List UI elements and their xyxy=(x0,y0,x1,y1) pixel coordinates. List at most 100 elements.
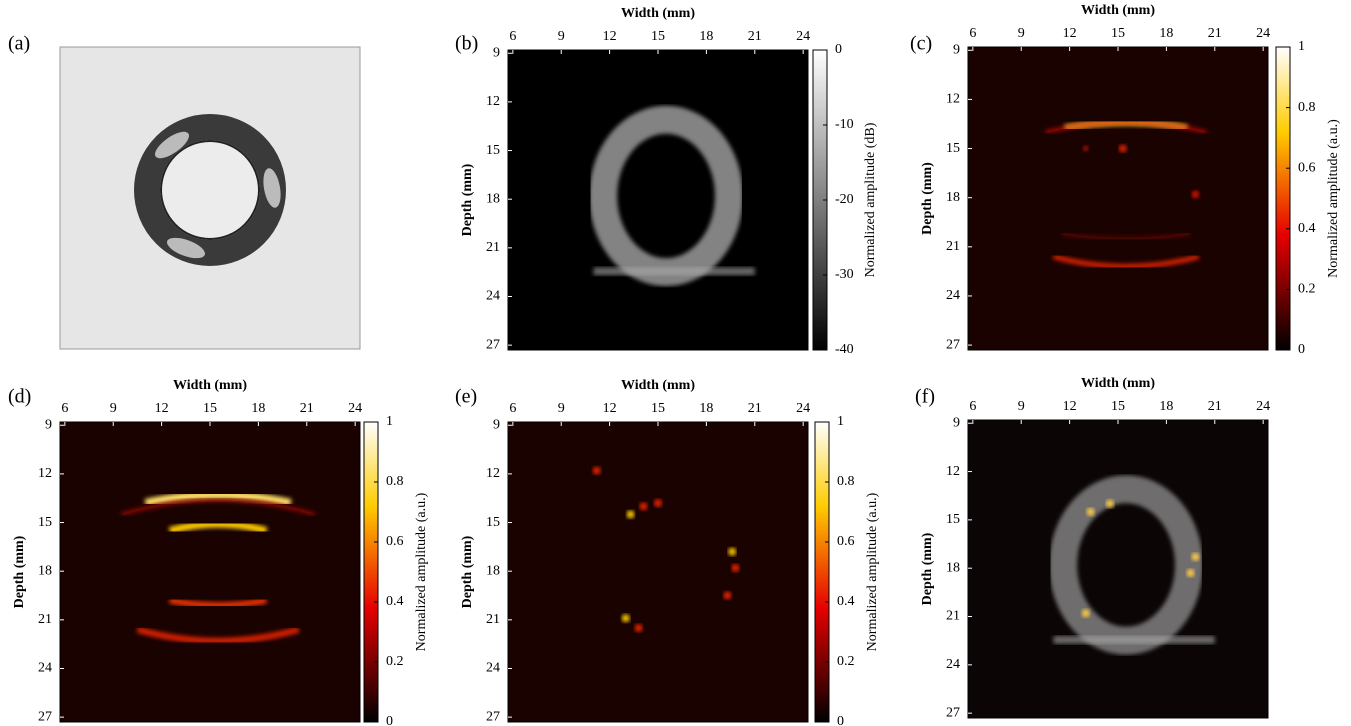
image-dot xyxy=(728,547,737,556)
image xyxy=(968,47,1268,350)
x-tick-label: 12 xyxy=(1063,399,1077,414)
x-tick-label: 21 xyxy=(300,401,314,416)
y-tick-label: 18 xyxy=(486,563,500,578)
image-band xyxy=(1053,635,1215,644)
y-tick-label: 18 xyxy=(946,560,960,575)
colorbar-tick-label: 0 xyxy=(837,714,844,726)
x-tick-label: 24 xyxy=(1256,26,1270,41)
y-tick-label: 15 xyxy=(486,515,500,530)
x-tick-label: 12 xyxy=(603,29,617,44)
image-arc xyxy=(1045,120,1208,134)
colorbar-tick-label: 0.8 xyxy=(837,474,855,489)
image-dot xyxy=(731,563,740,572)
y-tick-label: 18 xyxy=(946,190,960,205)
colorbar-tick-label: -10 xyxy=(835,117,854,132)
image-dot xyxy=(1086,507,1095,516)
x-tick-label: 12 xyxy=(603,401,617,416)
y-axis-label: Depth (mm) xyxy=(12,535,27,608)
image-arc xyxy=(1061,232,1191,241)
image xyxy=(508,422,808,722)
y-tick-label: 21 xyxy=(946,239,960,254)
colorbar-label: Normalized amplitude (a.u.) xyxy=(865,492,880,651)
y-tick-label: 18 xyxy=(38,563,52,578)
colorbar xyxy=(1275,46,1291,351)
y-tick-label: 12 xyxy=(486,466,500,481)
colorbar-tick-label: 0.2 xyxy=(837,654,855,669)
y-tick-label: 27 xyxy=(486,337,500,352)
colorbar-label: Normalized amplitude (a.u.) xyxy=(414,492,429,651)
x-tick-label: 24 xyxy=(796,401,810,416)
y-tick-label: 15 xyxy=(486,143,500,158)
x-tick-label: 12 xyxy=(1063,26,1077,41)
colorbar-tick-label: 0.8 xyxy=(386,474,404,489)
image-content xyxy=(1049,475,1215,655)
image-dot xyxy=(1105,499,1114,508)
image-dot xyxy=(1082,145,1089,152)
y-tick-label: 12 xyxy=(486,94,500,109)
x-tick-label: 15 xyxy=(651,29,665,44)
y-tick-label: 27 xyxy=(486,709,500,724)
y-tick-label: 9 xyxy=(953,415,960,430)
colorbar-tick-label: 0.4 xyxy=(386,594,404,609)
photo-patch xyxy=(154,131,190,159)
image xyxy=(508,50,808,350)
y-tick-label: 9 xyxy=(493,45,500,60)
photo-ring-edge xyxy=(160,140,260,240)
panel-label: (a) xyxy=(8,33,30,55)
image-dot xyxy=(723,591,732,600)
y-tick-label: 15 xyxy=(946,141,960,156)
image-arc xyxy=(168,520,268,535)
x-axis-label: Width (mm) xyxy=(173,378,247,393)
x-axis-label: Width (mm) xyxy=(621,378,695,393)
y-tick-label: 12 xyxy=(38,466,52,481)
x-tick-label: 15 xyxy=(651,401,665,416)
x-tick-label: 9 xyxy=(1018,26,1025,41)
y-tick-label: 18 xyxy=(486,191,500,206)
photo-patch xyxy=(167,237,205,259)
y-axis-label: Depth (mm) xyxy=(920,532,935,605)
image-dot xyxy=(654,499,662,508)
y-tick-label: 21 xyxy=(38,612,52,627)
y-tick-label: 12 xyxy=(946,92,960,107)
x-tick-label: 24 xyxy=(796,29,810,44)
x-tick-label: 18 xyxy=(251,401,265,416)
image-content xyxy=(592,466,740,632)
image-dot xyxy=(621,614,630,623)
x-tick-label: 21 xyxy=(1208,399,1222,414)
x-axis-label: Width (mm) xyxy=(1081,376,1155,391)
colorbar-tick-label: 1 xyxy=(1298,39,1305,54)
colorbar-tick-label: 0 xyxy=(386,714,393,726)
x-tick-label: 6 xyxy=(969,399,976,414)
x-tick-label: 24 xyxy=(348,401,362,416)
x-tick-label: 21 xyxy=(748,401,762,416)
x-tick-label: 6 xyxy=(61,401,68,416)
colorbar xyxy=(814,421,830,723)
colorbar-tick-label: 0.6 xyxy=(1298,160,1316,175)
y-tick-label: 27 xyxy=(38,709,52,724)
image-content xyxy=(589,105,755,287)
y-tick-label: 24 xyxy=(486,661,500,676)
y-axis-label: Depth (mm) xyxy=(920,162,935,235)
colorbar-tick-label: 0.6 xyxy=(837,534,855,549)
image-dot xyxy=(1186,569,1195,578)
x-tick-label: 21 xyxy=(1208,26,1222,41)
x-tick-label: 6 xyxy=(509,29,516,44)
colorbar-tick-label: 0.8 xyxy=(1298,100,1316,115)
x-tick-label: 6 xyxy=(509,401,516,416)
image xyxy=(968,420,1268,718)
y-tick-label: 27 xyxy=(946,337,960,352)
y-tick-label: 24 xyxy=(946,288,960,303)
image-dot xyxy=(592,466,601,475)
y-tick-label: 15 xyxy=(38,515,52,530)
colorbar-tick-label: 0.2 xyxy=(386,654,404,669)
x-tick-label: 9 xyxy=(110,401,117,416)
colorbar-tick-label: 0.6 xyxy=(386,534,404,549)
colorbar-tick-label: -40 xyxy=(835,342,854,357)
image-dot xyxy=(639,502,648,511)
y-tick-label: 9 xyxy=(493,417,500,432)
image-arc xyxy=(1052,254,1200,269)
panel-label: (e) xyxy=(455,386,477,408)
x-tick-label: 9 xyxy=(558,401,565,416)
y-tick-label: 27 xyxy=(946,705,960,720)
